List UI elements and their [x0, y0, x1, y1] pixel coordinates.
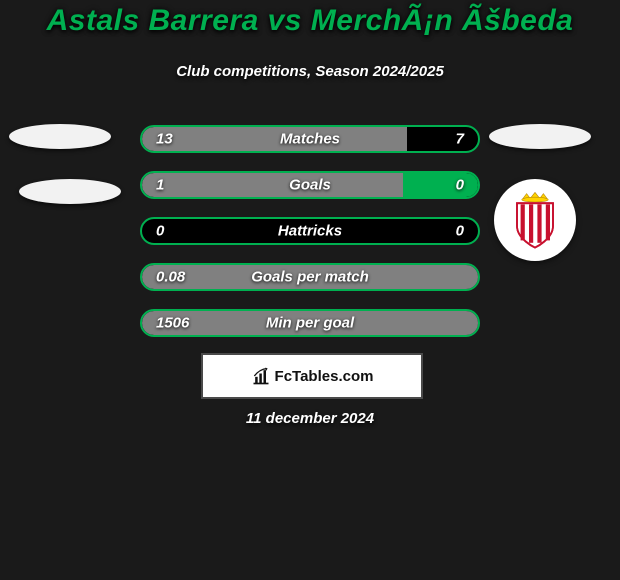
stats-row: 00Hattricks [140, 217, 480, 245]
stats-row: 0.08Goals per match [140, 263, 480, 291]
fctables-watermark: FcTables.com [201, 353, 423, 399]
stats-label: Hattricks [142, 223, 478, 240]
player-ellipse [19, 179, 121, 204]
stats-label: Goals per match [142, 269, 478, 286]
stats-label: Min per goal [142, 315, 478, 332]
stats-label: Matches [142, 131, 478, 148]
stats-row: 137Matches [140, 125, 480, 153]
stats-row: 10Goals [140, 171, 480, 199]
page-title: Astals Barrera vs MerchÃ¡n Ãšbeda [0, 4, 620, 38]
date-label: 11 december 2024 [0, 410, 620, 427]
stats-row: 1506Min per goal [140, 309, 480, 337]
bar-chart-icon [251, 366, 271, 386]
stats-label: Goals [142, 177, 478, 194]
club-crest [494, 179, 576, 261]
player-ellipse [489, 124, 591, 149]
player-ellipse [9, 124, 111, 149]
fctables-label: FcTables.com [275, 368, 374, 385]
subtitle: Club competitions, Season 2024/2025 [0, 63, 620, 80]
